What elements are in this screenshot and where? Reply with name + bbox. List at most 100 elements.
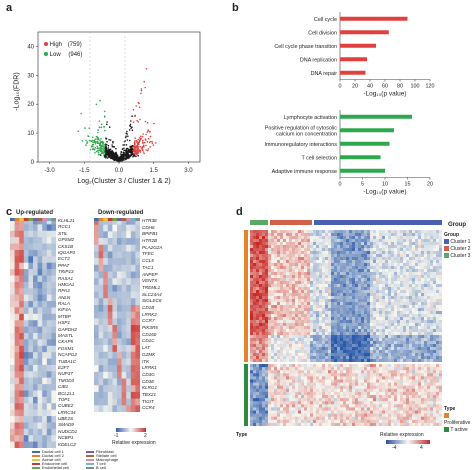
d-top-cell <box>292 293 296 297</box>
down-heatmap-cell <box>117 258 122 266</box>
up-heatmap-cell <box>19 428 25 436</box>
up-gene-label: MTBP <box>58 313 71 319</box>
d-top-cell <box>394 338 398 342</box>
d-top-cell <box>394 257 398 261</box>
d-top-cell <box>328 353 332 357</box>
d-top-cell <box>430 314 434 318</box>
d-top-cell <box>271 236 275 240</box>
d-top-cell <box>253 263 257 267</box>
d-top-cell <box>349 260 353 264</box>
d-top-cell <box>337 287 341 291</box>
d-top-cell <box>307 257 311 261</box>
d-bot-cell <box>304 376 308 380</box>
d-top-cell <box>259 278 263 282</box>
d-top-cell <box>319 230 323 234</box>
d-top-cell <box>376 269 380 273</box>
d-top-cell <box>367 341 371 345</box>
xtick-label: -3.0 <box>44 168 55 174</box>
d-top-cell <box>292 239 296 243</box>
d-top-cell <box>289 338 293 342</box>
d-top-cell <box>400 320 404 324</box>
down-heatmap-cell <box>98 351 104 359</box>
d-top-cell <box>415 323 419 327</box>
d-top-cell <box>340 353 344 357</box>
down-heatmap-cell <box>94 304 99 312</box>
d-top-cell <box>277 299 281 303</box>
volcano-point <box>146 141 149 143</box>
d-top-cell <box>337 266 341 270</box>
d-bot-cell <box>322 370 326 374</box>
volcano-point <box>104 146 107 148</box>
d-top-cell <box>250 239 254 243</box>
d-bot-cell <box>415 373 419 377</box>
d-top-cell <box>328 317 332 321</box>
d-top-cell <box>436 254 440 258</box>
d-top-cell <box>433 281 437 285</box>
d-bot-cell <box>334 379 338 383</box>
d-top-cell <box>391 308 395 312</box>
d-top-cell <box>415 341 419 345</box>
d-top-cell <box>364 326 368 330</box>
d-top-cell <box>319 245 323 249</box>
cell-type-legend: Ductal cell 1 Ductal cell 2 Acinar cell End… <box>32 450 202 470</box>
d-top-cell <box>349 317 353 321</box>
down-heatmap-cell <box>112 365 118 373</box>
volcano-point <box>94 143 97 145</box>
d-top-cell <box>355 263 359 267</box>
d-top-cell <box>406 293 410 297</box>
d-top-cell <box>262 347 266 351</box>
d-top-cell <box>289 335 293 339</box>
d-bot-cell <box>370 376 374 380</box>
d-top-cell <box>427 272 431 276</box>
d-top-cell <box>376 299 380 303</box>
volcano-point <box>133 145 135 148</box>
d-bot-cell <box>397 379 401 383</box>
cell-type-label: B cell <box>96 465 106 470</box>
d-top-cell <box>319 299 323 303</box>
down-heatmap-cell <box>117 271 122 279</box>
d-bot-cell <box>406 367 410 371</box>
d-top-cell <box>313 296 317 300</box>
d-top-cell <box>412 308 416 312</box>
d-top-cell <box>340 329 344 333</box>
volcano-point <box>106 123 108 126</box>
d-top-cell <box>409 311 413 315</box>
down-gene-label: CD160 <box>142 331 157 337</box>
d-top-cell <box>370 251 374 255</box>
panel-a-label: a <box>6 2 13 14</box>
d-top-cell <box>313 257 317 261</box>
d-top-cell <box>424 245 428 249</box>
d-top-cell <box>373 287 377 291</box>
d-top-cell <box>286 350 290 354</box>
d-top-cell <box>298 335 302 339</box>
d-top-cell <box>373 236 377 240</box>
c-colorbar <box>116 428 146 432</box>
down-heatmap-cell <box>117 351 122 359</box>
d-top-cell <box>373 281 377 285</box>
down-heatmap-cell <box>130 251 136 259</box>
d-bot-cell <box>376 367 380 371</box>
d-top-cell <box>301 275 305 279</box>
d-bot-cell <box>346 373 350 377</box>
d-top-cell <box>328 272 332 276</box>
d-top-cell <box>256 254 260 258</box>
d-top-cell <box>376 254 380 258</box>
d-top-cell <box>256 251 260 255</box>
d-top-cell <box>367 233 371 237</box>
d-top-cell <box>367 335 371 339</box>
down-heatmap-cell <box>103 351 109 359</box>
d-top-cell <box>394 242 398 246</box>
d-top-cell <box>298 320 302 324</box>
d-top-cell <box>346 266 350 270</box>
d-top-cell <box>277 278 281 282</box>
d-bot-cell <box>415 379 419 383</box>
up-heatmap-cell <box>28 230 34 238</box>
d-top-cell <box>412 266 416 270</box>
d-top-cell <box>427 284 431 288</box>
d-top-cell <box>307 236 311 240</box>
d-top-cell <box>256 236 260 240</box>
down-heatmap-cell <box>112 398 118 406</box>
d-bot-cell <box>406 364 410 368</box>
up-heatmap-cell <box>23 409 29 417</box>
down-gene-label: LRRK1 <box>142 365 157 371</box>
